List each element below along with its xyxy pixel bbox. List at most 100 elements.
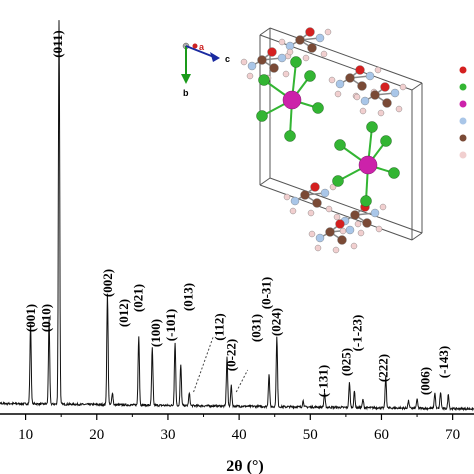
peak-labels: (001) (010) (011) (002)(012)(021)(100) (-101… <box>23 30 451 397</box>
peak-label: (112) <box>212 313 227 340</box>
peak-label: (222) <box>375 354 390 382</box>
axis-a-label: a <box>199 42 205 52</box>
x-axis-title: 2θ (°) <box>226 458 263 474</box>
x-tick-label: 10 <box>18 427 33 443</box>
atom-metal <box>282 90 302 110</box>
atom <box>328 76 336 84</box>
atom <box>315 33 325 43</box>
peak-label: (-131) <box>316 365 331 398</box>
atom-cl <box>380 135 392 147</box>
peak-label: (0-22) <box>224 339 239 372</box>
cell-edge <box>269 177 423 234</box>
cell-edge <box>259 177 271 186</box>
atom <box>269 63 279 73</box>
peak-label: (013) <box>180 283 195 311</box>
axis-b-label: b <box>183 88 189 98</box>
peak-label: (006) <box>417 367 432 395</box>
cell-edge <box>411 232 423 241</box>
unit-cell <box>259 27 423 241</box>
atom <box>335 79 345 89</box>
x-tick-label: 50 <box>303 427 318 443</box>
atom <box>285 41 295 51</box>
atom <box>354 220 362 228</box>
atom-cl <box>312 102 324 114</box>
atom <box>353 93 361 101</box>
axis-c-arrow <box>185 45 215 58</box>
atom <box>286 48 294 56</box>
atom <box>337 235 347 245</box>
axis-a-dot <box>192 43 198 49</box>
atom <box>345 225 355 235</box>
peak-label: (024) <box>269 308 284 336</box>
atom-metal <box>358 155 378 175</box>
atom <box>325 227 335 237</box>
xrd-pattern-line <box>0 20 474 412</box>
peak-label: (025) <box>338 348 353 376</box>
x-tick-label: 60 <box>374 427 389 443</box>
crystal-axes: a b c <box>181 42 230 98</box>
legend-swatch <box>459 134 467 142</box>
atom <box>290 196 300 206</box>
bonds <box>251 31 396 241</box>
axis-c-label: c <box>225 54 230 64</box>
peak-label: (-143) <box>436 346 451 379</box>
axis-b-arrowhead <box>181 74 191 84</box>
atom <box>365 71 375 81</box>
atom <box>382 98 392 108</box>
peak-label: (011) <box>50 30 65 57</box>
atom-cl <box>332 175 344 187</box>
x-tick-label: 70 <box>445 427 460 443</box>
atom <box>308 230 316 238</box>
atom-cl <box>360 195 372 207</box>
atom <box>357 229 365 237</box>
atom <box>246 72 254 80</box>
cell-edge <box>259 27 271 36</box>
atom <box>312 198 322 208</box>
atom <box>334 90 342 98</box>
atom <box>320 50 328 58</box>
atom <box>374 66 382 74</box>
atom <box>379 203 387 211</box>
axes: 10 20 30 40 50 60 70 <box>0 413 474 443</box>
atoms <box>240 27 407 254</box>
atom <box>339 227 347 235</box>
cell-edge <box>259 184 413 241</box>
peak-label: (031) <box>249 314 264 342</box>
atom <box>370 208 380 218</box>
atom <box>350 210 360 220</box>
peak-label: (002) <box>100 269 115 297</box>
peak-label: (021) <box>130 284 145 312</box>
atom <box>359 107 367 115</box>
atom-cl <box>388 167 400 179</box>
peak-label: (001) <box>23 304 38 332</box>
atom <box>345 73 355 83</box>
atom <box>399 83 407 91</box>
cell-edge <box>411 82 423 91</box>
atom <box>390 88 400 98</box>
peak-label: (010) <box>39 304 54 332</box>
leader-line <box>193 335 214 393</box>
atom <box>355 65 365 75</box>
atom <box>240 58 248 66</box>
atom <box>375 225 383 233</box>
atom <box>282 70 290 78</box>
x-tick-label: 40 <box>232 427 247 443</box>
atom <box>360 96 370 106</box>
atom <box>247 61 257 71</box>
legend-swatch <box>459 83 467 91</box>
atom-cl <box>258 74 270 86</box>
legend-swatch <box>459 100 467 108</box>
atom <box>289 207 297 215</box>
peak-label: (100) <box>148 319 163 347</box>
atom <box>283 193 291 201</box>
atom-cl <box>284 130 296 142</box>
atom <box>302 54 310 62</box>
peak-label: (-1-23) <box>350 315 365 352</box>
atom <box>362 218 372 228</box>
peak-label: (0-31) <box>259 277 274 310</box>
atom <box>310 182 320 192</box>
leader-line <box>235 369 249 393</box>
atom-cl <box>290 56 302 68</box>
atom <box>332 246 340 254</box>
